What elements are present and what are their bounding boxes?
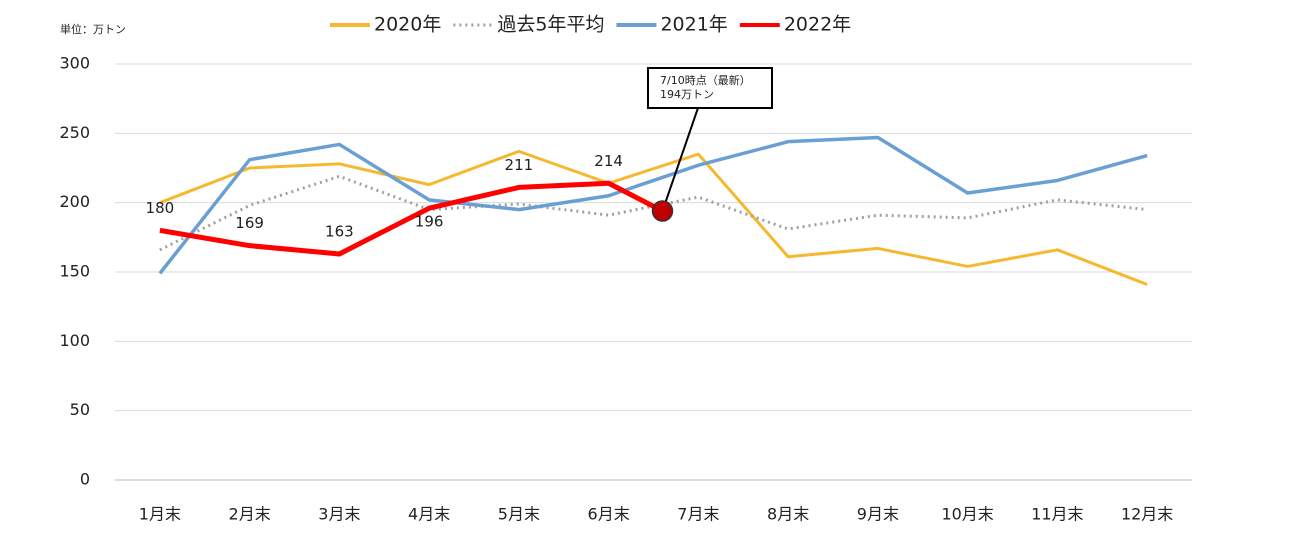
x-tick-label: 6月末: [588, 505, 630, 524]
legend-label: 過去5年平均: [497, 14, 604, 36]
x-tick-label: 1月末: [139, 505, 181, 524]
data-label: 169: [235, 214, 264, 232]
y-tick-label: 300: [59, 54, 90, 73]
series-line: [159, 180, 609, 257]
x-tick-label: 4月末: [408, 505, 450, 524]
data-label: 163: [325, 222, 354, 240]
annotation-box: [647, 67, 773, 109]
legend-label: 2020年: [374, 14, 441, 36]
annotation-text: 7/10時点（最新）: [660, 73, 751, 87]
x-tick-label: 11月末: [1031, 505, 1083, 524]
series-line: [159, 149, 1148, 286]
x-tick-label: 2月末: [229, 505, 271, 524]
data-label: 214: [594, 152, 623, 170]
x-tick-label: 3月末: [318, 505, 360, 524]
y-tick-label: 100: [59, 331, 90, 350]
unit-label: 単位：万トン: [60, 22, 126, 36]
annotation-text: 194万トン: [660, 88, 714, 101]
y-tick-label: 50: [70, 400, 90, 419]
leader-line: [661, 107, 699, 212]
x-tick-label: 7月末: [677, 505, 719, 524]
x-tick-label: 5月末: [498, 505, 540, 524]
y-tick-label: 0: [80, 470, 90, 489]
y-tick-label: 200: [59, 192, 90, 211]
x-tick-label: 8月末: [767, 505, 809, 524]
legend-label: 2022年: [784, 14, 851, 36]
data-label: 180: [146, 199, 175, 217]
y-tick-label: 250: [59, 123, 90, 142]
series-line: [158, 135, 1148, 275]
y-tick-label: 150: [59, 262, 90, 281]
x-tick-label: 9月末: [857, 505, 899, 524]
data-label: 211: [505, 156, 534, 174]
legend-label: 2021年: [660, 14, 727, 36]
x-tick-label: 10月末: [941, 505, 993, 524]
latest-marker: [651, 200, 674, 222]
data-label: 196: [415, 213, 444, 231]
x-tick-label: 12月末: [1121, 505, 1173, 524]
